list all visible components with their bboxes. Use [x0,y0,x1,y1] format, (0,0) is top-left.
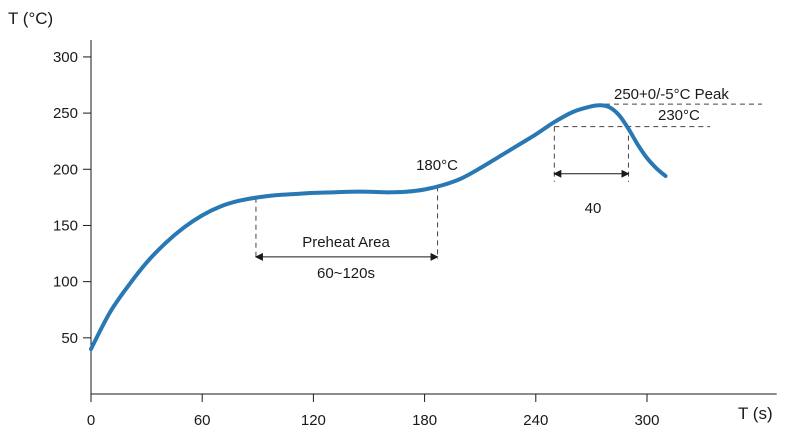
series [89,103,668,352]
temp-180-label: 180°C [416,157,458,174]
annotation-lines [254,103,762,261]
y-axis-label: T (°C) [8,9,53,28]
x-tick-label: 120 [301,412,326,429]
preheat-area-label: Preheat Area [302,234,390,251]
y-tick-label: 200 [53,161,78,178]
preheat-range-label: 60~120s [317,265,375,282]
temperature-profile-line [89,103,668,352]
axes: 0 60 120 180 240 300 50 100 150 200 250 300 [53,40,777,429]
y-tick-label: 100 [53,274,78,291]
peak-label: 250+0/-5°C Peak [614,86,729,103]
x-tick-label: 300 [634,412,659,429]
y-tick-label: 50 [61,330,78,347]
x-tick-label: 240 [523,412,548,429]
temp-230-label: 230°C [658,107,700,124]
x-tick-label: 180 [412,412,437,429]
x-tick-label: 0 [87,412,95,429]
y-tick-label: 250 [53,105,78,122]
x-tick-label: 60 [194,412,211,429]
x-axis-label: T (s) [738,404,773,423]
window-40-label: 40 [585,200,602,217]
y-tick-label: 150 [53,217,78,234]
y-tick-label: 300 [53,49,78,66]
